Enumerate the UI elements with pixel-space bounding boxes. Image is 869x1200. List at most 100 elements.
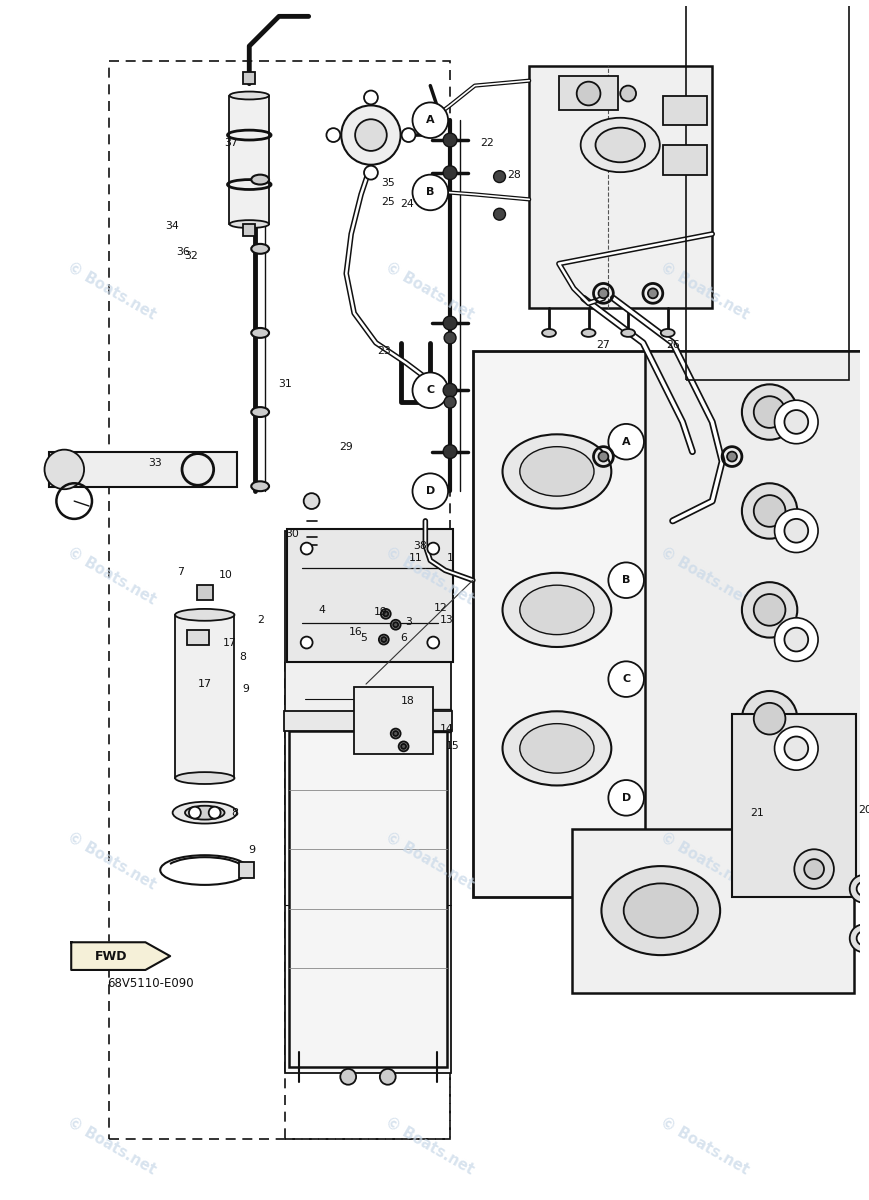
Circle shape	[753, 496, 786, 527]
Bar	[529, 66, 713, 308]
Ellipse shape	[502, 572, 611, 647]
Text: 22: 22	[480, 138, 494, 148]
Circle shape	[364, 166, 378, 180]
Bar	[175, 614, 235, 778]
Text: 15: 15	[446, 742, 460, 751]
Circle shape	[857, 882, 869, 895]
Text: 30: 30	[285, 529, 299, 539]
Text: 26: 26	[666, 340, 680, 349]
Ellipse shape	[520, 586, 594, 635]
Ellipse shape	[580, 118, 660, 172]
Circle shape	[393, 731, 398, 736]
Circle shape	[341, 1069, 356, 1085]
Ellipse shape	[542, 329, 556, 337]
Circle shape	[413, 372, 448, 408]
Circle shape	[380, 1069, 395, 1085]
Bar	[686, 0, 849, 380]
Circle shape	[44, 450, 84, 490]
Circle shape	[413, 473, 448, 509]
Text: 17: 17	[222, 637, 236, 648]
Circle shape	[494, 170, 506, 182]
Text: 27: 27	[596, 340, 610, 349]
Text: 37: 37	[224, 138, 238, 148]
Text: 8: 8	[231, 808, 238, 817]
Circle shape	[444, 396, 456, 408]
Bar	[239, 862, 255, 878]
Circle shape	[444, 332, 456, 343]
Bar	[187, 630, 209, 644]
Text: 18: 18	[401, 696, 415, 706]
Text: © Boats.net: © Boats.net	[383, 260, 477, 323]
Text: 35: 35	[381, 178, 395, 187]
Text: 6: 6	[400, 632, 407, 642]
Text: C: C	[622, 674, 630, 684]
Circle shape	[648, 288, 658, 299]
Polygon shape	[71, 942, 170, 970]
Circle shape	[774, 618, 818, 661]
Text: 25: 25	[381, 197, 395, 208]
Circle shape	[301, 637, 313, 648]
Text: © Boats.net: © Boats.net	[65, 1115, 159, 1177]
Text: 12: 12	[434, 602, 447, 613]
Circle shape	[443, 445, 457, 458]
Text: © Boats.net: © Boats.net	[383, 1115, 477, 1177]
Text: C: C	[426, 385, 434, 395]
Circle shape	[742, 691, 797, 746]
Circle shape	[599, 451, 608, 462]
Circle shape	[303, 493, 320, 509]
Circle shape	[785, 410, 808, 434]
Bar	[243, 72, 255, 84]
Bar	[559, 76, 618, 110]
Ellipse shape	[251, 244, 269, 253]
Text: 7: 7	[177, 568, 184, 577]
Circle shape	[381, 608, 391, 619]
Text: 11: 11	[408, 553, 422, 564]
Text: © Boats.net: © Boats.net	[65, 829, 159, 893]
Text: 2: 2	[256, 614, 263, 625]
Ellipse shape	[660, 329, 674, 337]
Text: 20: 20	[859, 805, 869, 815]
Text: © Boats.net: © Boats.net	[383, 829, 477, 893]
Text: 16: 16	[349, 626, 363, 637]
Bar	[287, 529, 453, 662]
Ellipse shape	[251, 175, 269, 185]
Ellipse shape	[601, 866, 720, 955]
Ellipse shape	[502, 712, 611, 786]
Bar	[289, 731, 448, 1067]
Text: 19: 19	[374, 607, 388, 617]
Circle shape	[379, 635, 388, 644]
Circle shape	[608, 661, 644, 697]
Bar	[197, 586, 213, 600]
Text: D: D	[621, 793, 631, 803]
Bar	[663, 145, 707, 175]
Bar	[229, 96, 269, 224]
Circle shape	[413, 175, 448, 210]
Text: 32: 32	[184, 251, 198, 260]
Text: © Boats.net: © Boats.net	[658, 829, 752, 893]
Circle shape	[577, 82, 600, 106]
Bar	[285, 658, 450, 1139]
Circle shape	[443, 166, 457, 180]
Circle shape	[774, 400, 818, 444]
Text: 14: 14	[441, 724, 454, 733]
Circle shape	[608, 563, 644, 598]
Text: A: A	[622, 437, 631, 446]
Ellipse shape	[185, 805, 224, 820]
Text: © Boats.net: © Boats.net	[658, 545, 752, 607]
Circle shape	[774, 727, 818, 770]
Ellipse shape	[175, 772, 235, 784]
Text: 21: 21	[750, 808, 764, 817]
Text: 4: 4	[318, 605, 325, 614]
Circle shape	[753, 594, 786, 625]
Text: 29: 29	[340, 442, 353, 451]
Ellipse shape	[229, 220, 269, 228]
Text: © Boats.net: © Boats.net	[383, 545, 477, 607]
Ellipse shape	[173, 802, 237, 823]
Text: FWD: FWD	[95, 949, 127, 962]
Text: 5: 5	[361, 632, 368, 642]
Text: 68V5110-E090: 68V5110-E090	[107, 977, 194, 990]
Ellipse shape	[581, 329, 595, 337]
Circle shape	[342, 106, 401, 164]
Bar	[732, 714, 856, 896]
Bar	[243, 224, 255, 236]
